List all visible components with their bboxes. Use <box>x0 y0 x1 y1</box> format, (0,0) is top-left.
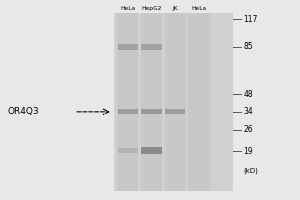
Bar <box>118 109 138 114</box>
Text: 117: 117 <box>244 15 258 24</box>
Bar <box>141 109 162 114</box>
Text: OR4Q3: OR4Q3 <box>7 107 39 116</box>
Bar <box>118 148 138 153</box>
Text: HeLa: HeLa <box>191 6 207 11</box>
Bar <box>141 44 162 50</box>
Text: 26: 26 <box>244 125 253 134</box>
Text: 48: 48 <box>244 90 253 99</box>
Bar <box>165 109 185 114</box>
Text: 34: 34 <box>244 107 254 116</box>
Bar <box>114 13 233 191</box>
Text: HepG2: HepG2 <box>141 6 162 11</box>
Text: 19: 19 <box>244 147 253 156</box>
Bar <box>188 13 210 191</box>
Text: JK: JK <box>172 6 178 11</box>
Bar <box>141 147 162 154</box>
Bar <box>117 13 138 191</box>
Text: 85: 85 <box>244 42 253 51</box>
Text: HeLa: HeLa <box>120 6 135 11</box>
Bar <box>118 44 138 50</box>
Bar <box>165 13 186 191</box>
Bar <box>141 13 162 191</box>
Text: (kD): (kD) <box>244 168 259 174</box>
